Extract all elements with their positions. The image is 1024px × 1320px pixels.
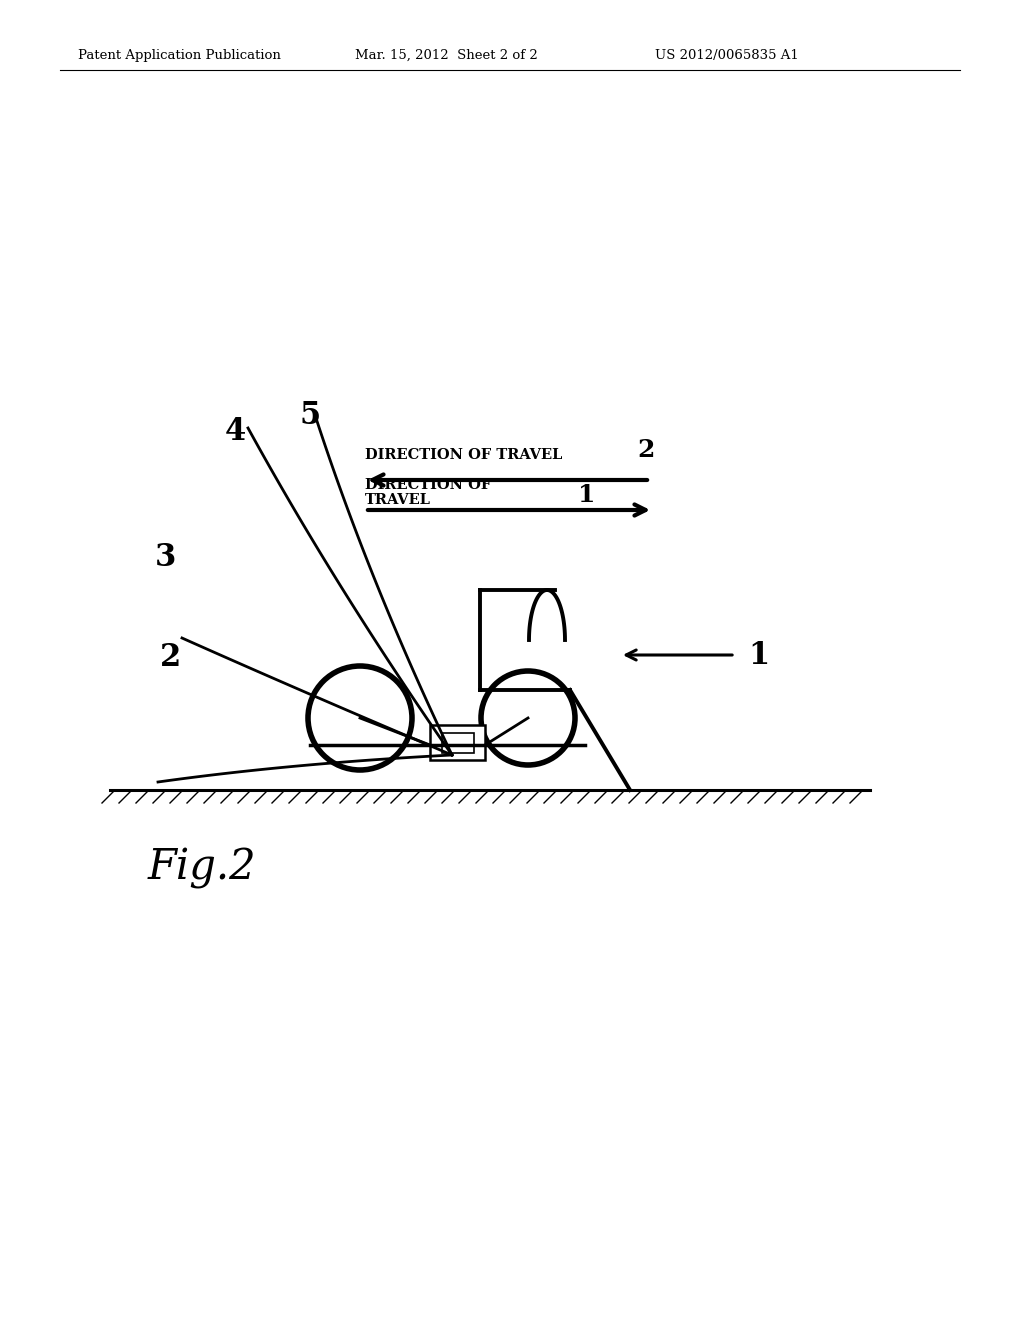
Text: Fig.2: Fig.2 — [148, 847, 257, 888]
Text: DIRECTION OF TRAVEL: DIRECTION OF TRAVEL — [365, 447, 562, 462]
Text: Mar. 15, 2012  Sheet 2 of 2: Mar. 15, 2012 Sheet 2 of 2 — [355, 49, 538, 62]
Text: US 2012/0065835 A1: US 2012/0065835 A1 — [655, 49, 799, 62]
Bar — [430, 725, 485, 760]
Text: 3: 3 — [155, 543, 176, 573]
Bar — [442, 733, 474, 752]
Text: 1: 1 — [578, 483, 595, 507]
Text: 2: 2 — [160, 643, 181, 673]
Text: Patent Application Publication: Patent Application Publication — [78, 49, 281, 62]
Text: 5: 5 — [300, 400, 322, 430]
Text: DIRECTION OF: DIRECTION OF — [365, 478, 492, 492]
Text: 4: 4 — [225, 417, 246, 447]
Text: TRAVEL: TRAVEL — [365, 492, 431, 507]
Text: 1: 1 — [748, 639, 769, 671]
Text: 2: 2 — [637, 438, 654, 462]
